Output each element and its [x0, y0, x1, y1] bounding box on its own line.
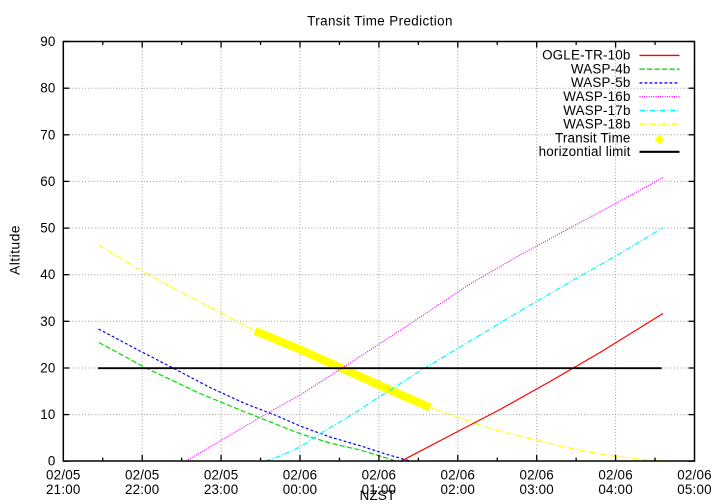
- svg-text:02/05: 02/05: [204, 468, 239, 483]
- svg-text:NZST: NZST: [360, 488, 396, 503]
- svg-text:WASP-17b: WASP-17b: [563, 103, 630, 118]
- svg-text:03:00: 03:00: [519, 482, 554, 497]
- svg-text:60: 60: [40, 174, 55, 189]
- svg-text:02/06: 02/06: [677, 468, 712, 483]
- svg-text:WASP-5b: WASP-5b: [571, 75, 631, 90]
- svg-text:WASP-16b: WASP-16b: [563, 89, 630, 104]
- svg-text:02/05: 02/05: [46, 468, 81, 483]
- svg-text:21:00: 21:00: [46, 482, 81, 497]
- svg-text:05:00: 05:00: [677, 482, 712, 497]
- svg-text:20: 20: [40, 361, 55, 376]
- svg-text:22:00: 22:00: [125, 482, 160, 497]
- svg-text:80: 80: [40, 81, 55, 96]
- svg-text:horizontial limit: horizontial limit: [539, 144, 631, 159]
- svg-text:30: 30: [40, 314, 55, 329]
- svg-text:Transit Time Prediction: Transit Time Prediction: [307, 14, 453, 29]
- svg-text:02:00: 02:00: [441, 482, 476, 497]
- svg-text:23:00: 23:00: [204, 482, 239, 497]
- svg-text:01:00: 01:00: [362, 482, 397, 497]
- svg-text:02/06: 02/06: [283, 468, 318, 483]
- svg-text:90: 90: [40, 34, 55, 49]
- svg-text:Transit Time: Transit Time: [555, 130, 631, 145]
- svg-text:Altitude: Altitude: [7, 225, 23, 275]
- svg-text:WASP-4b: WASP-4b: [571, 62, 631, 77]
- svg-text:WASP-18b: WASP-18b: [563, 117, 630, 132]
- svg-text:40: 40: [40, 267, 55, 282]
- svg-text:00:00: 00:00: [283, 482, 318, 497]
- svg-text:04:00: 04:00: [598, 482, 633, 497]
- svg-text:10: 10: [40, 407, 55, 422]
- svg-text:OGLE-TR-10b: OGLE-TR-10b: [542, 48, 631, 63]
- svg-text:02/05: 02/05: [125, 468, 160, 483]
- svg-text:02/06: 02/06: [441, 468, 476, 483]
- svg-text:02/06: 02/06: [598, 468, 633, 483]
- svg-text:70: 70: [40, 127, 55, 142]
- svg-text:02/06: 02/06: [362, 468, 397, 483]
- svg-text:0: 0: [48, 454, 56, 469]
- svg-text:02/06: 02/06: [519, 468, 554, 483]
- svg-text:50: 50: [40, 221, 55, 236]
